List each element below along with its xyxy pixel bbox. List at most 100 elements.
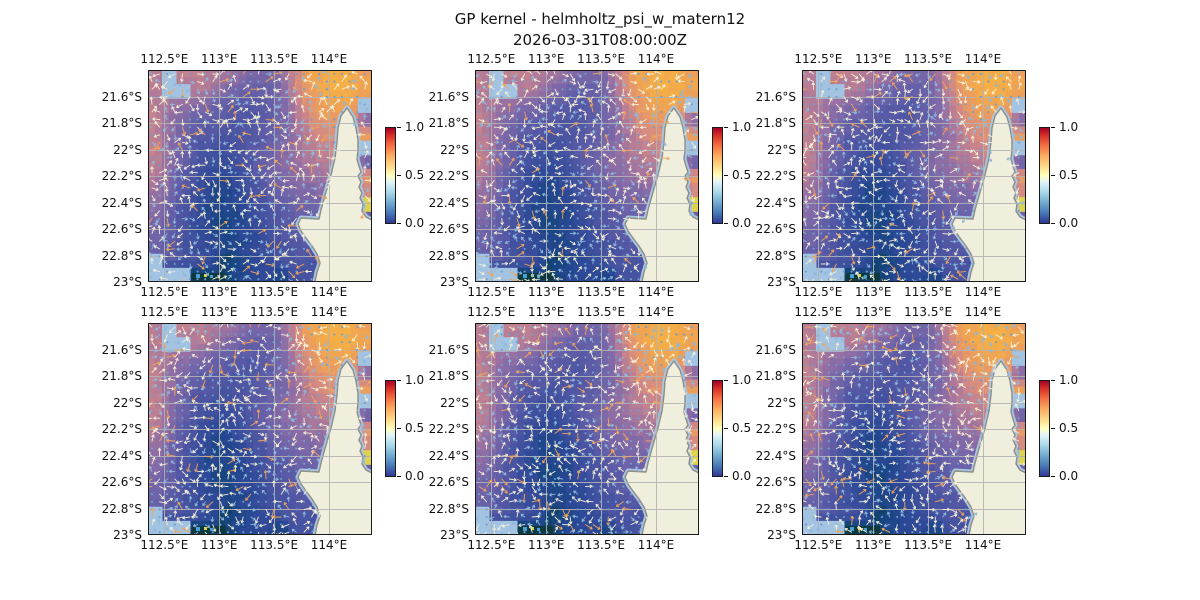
- colorbar-tick-label: 1.0: [732, 120, 752, 134]
- lat-tick-label: 23°S: [767, 528, 796, 542]
- colorbar-tick: [724, 428, 728, 429]
- colorbar-tick-label: 1.0: [1059, 120, 1079, 134]
- lat-tick-label: 22.4°S: [428, 448, 469, 463]
- colorbar-tick-label: 0.0: [732, 469, 752, 483]
- lon-tick-label: 114°E: [637, 305, 675, 319]
- lat-tick-label: 23°S: [113, 528, 142, 542]
- lon-tick-label: 113°E: [527, 538, 565, 552]
- colorbar-tick: [397, 428, 401, 429]
- colorbar-tick-label: 0.0: [405, 469, 425, 483]
- lon-tick-label: 113°E: [854, 285, 892, 299]
- lat-tick-label: 22.6°S: [755, 475, 796, 489]
- lat-tick-label: 22.6°S: [755, 222, 796, 236]
- lon-tick-label: 113.5°E: [904, 285, 953, 299]
- lat-tick-label: 21.6°S: [755, 89, 796, 104]
- map-panel-r1c1: 112.5°E 112.5°E 113°E 113°E 113.5°E 113.5°E 11…: [429, 305, 751, 552]
- figure-title: GP kernel - helmholtz_psi_w_matern12: [454, 10, 746, 28]
- colorbar-tick-label: 0.0: [1059, 469, 1079, 483]
- lon-tick-label: 114°E: [310, 52, 348, 66]
- lat-tick-label: 21.6°S: [101, 342, 142, 357]
- lat-tick-label: 22.2°S: [755, 169, 796, 183]
- lat-tick-label: 22.4°S: [428, 195, 469, 210]
- lon-tick-label: 112.5°E: [467, 52, 516, 66]
- lat-tick-label: 23°S: [113, 275, 142, 289]
- colorbar-tick-label: 0.5: [1059, 421, 1079, 435]
- map-canvas: [802, 323, 1026, 535]
- lon-tick-label: 112.5°E: [467, 305, 516, 319]
- colorbar-tick: [724, 127, 728, 128]
- lon-tick-label: 113°E: [527, 305, 565, 319]
- lat-tick-label: 22°S: [113, 395, 142, 410]
- lon-tick-label: 113°E: [854, 538, 892, 552]
- lat-tick-label: 22°S: [113, 142, 142, 157]
- lat-tick-label: 21.8°S: [428, 369, 469, 383]
- lat-tick-label: 22.4°S: [755, 448, 796, 463]
- lon-tick-label: 113.5°E: [904, 538, 953, 552]
- colorbar-tick: [724, 476, 728, 477]
- lat-tick-label: 22.2°S: [101, 169, 142, 183]
- colorbar-tick-label: 1.0: [405, 373, 425, 387]
- lat-tick-label: 21.8°S: [755, 369, 796, 383]
- colorbar-tick: [724, 175, 728, 176]
- lon-tick-label: 113°E: [200, 285, 238, 299]
- lat-tick-label: 22.8°S: [428, 501, 469, 516]
- lon-tick-label: 112.5°E: [140, 285, 189, 299]
- lat-tick-label: 23°S: [767, 275, 796, 289]
- colorbar-tick-label: 0.0: [405, 216, 425, 230]
- lat-tick-label: 22.2°S: [755, 422, 796, 436]
- colorbar: 1.0 0.5 0.0: [1039, 373, 1078, 483]
- lat-tick-label: 22.8°S: [755, 248, 796, 263]
- lon-tick-label: 113.5°E: [250, 305, 299, 319]
- map-panel-r0c1: 112.5°E 112.5°E 113°E 113°E 113.5°E 113.5°E 11…: [429, 52, 751, 299]
- lon-tick-label: 112.5°E: [467, 285, 516, 299]
- colorbar-tick: [397, 223, 401, 224]
- lat-tick-label: 21.6°S: [428, 89, 469, 104]
- colorbar-tick-label: 1.0: [732, 373, 752, 387]
- lat-tick-label: 23°S: [440, 275, 469, 289]
- colorbar-tick: [1051, 476, 1055, 477]
- colorbar-tick: [1051, 380, 1055, 381]
- colorbar: 1.0 0.5 0.0: [712, 120, 751, 230]
- lon-tick-label: 113.5°E: [577, 285, 626, 299]
- lon-tick-label: 112.5°E: [794, 52, 843, 66]
- lon-tick-label: 113.5°E: [577, 538, 626, 552]
- colorbar-gradient: [385, 127, 396, 224]
- lat-tick-label: 21.8°S: [428, 116, 469, 130]
- colorbar-tick: [397, 476, 401, 477]
- map-canvas: [148, 323, 372, 535]
- lat-tick-label: 21.8°S: [101, 116, 142, 130]
- lon-tick-label: 113.5°E: [250, 52, 299, 66]
- lon-tick-label: 113°E: [200, 305, 238, 319]
- lon-tick-label: 113°E: [200, 52, 238, 66]
- lon-tick-label: 113°E: [527, 285, 565, 299]
- lon-tick-label: 113.5°E: [577, 52, 626, 66]
- lon-tick-label: 114°E: [964, 538, 1002, 552]
- lat-tick-label: 22.6°S: [101, 475, 142, 489]
- lat-tick-label: 22.8°S: [428, 248, 469, 263]
- colorbar-tick-label: 1.0: [1059, 373, 1079, 387]
- lon-tick-label: 114°E: [310, 305, 348, 319]
- map-panel-r0c2: 112.5°E 112.5°E 113°E 113°E 113.5°E 113.5°E 11…: [756, 52, 1078, 299]
- colorbar-tick-label: 1.0: [405, 120, 425, 134]
- colorbar-tick-label: 0.5: [732, 168, 752, 182]
- map-panel-r0c0: 112.5°E 112.5°E 113°E 113°E 113.5°E 113.5°E 11…: [102, 52, 424, 299]
- lon-tick-label: 113°E: [200, 538, 238, 552]
- lon-tick-label: 112.5°E: [794, 285, 843, 299]
- lon-tick-label: 112.5°E: [140, 305, 189, 319]
- colorbar-tick-label: 0.0: [1059, 216, 1079, 230]
- colorbar: 1.0 0.5 0.0: [385, 373, 424, 483]
- lat-tick-label: 22.6°S: [428, 475, 469, 489]
- lat-tick-label: 22°S: [440, 142, 469, 157]
- lat-tick-label: 21.8°S: [755, 116, 796, 130]
- lat-tick-label: 21.8°S: [101, 369, 142, 383]
- map-canvas: [475, 70, 699, 282]
- lon-tick-label: 112.5°E: [140, 538, 189, 552]
- colorbar-tick-label: 0.5: [1059, 168, 1079, 182]
- colorbar-tick: [397, 175, 401, 176]
- colorbar-tick: [1051, 428, 1055, 429]
- lat-tick-label: 22.2°S: [428, 422, 469, 436]
- lon-tick-label: 113°E: [854, 305, 892, 319]
- lat-tick-label: 22°S: [767, 395, 796, 410]
- lat-tick-label: 21.6°S: [101, 89, 142, 104]
- lon-tick-label: 113.5°E: [904, 52, 953, 66]
